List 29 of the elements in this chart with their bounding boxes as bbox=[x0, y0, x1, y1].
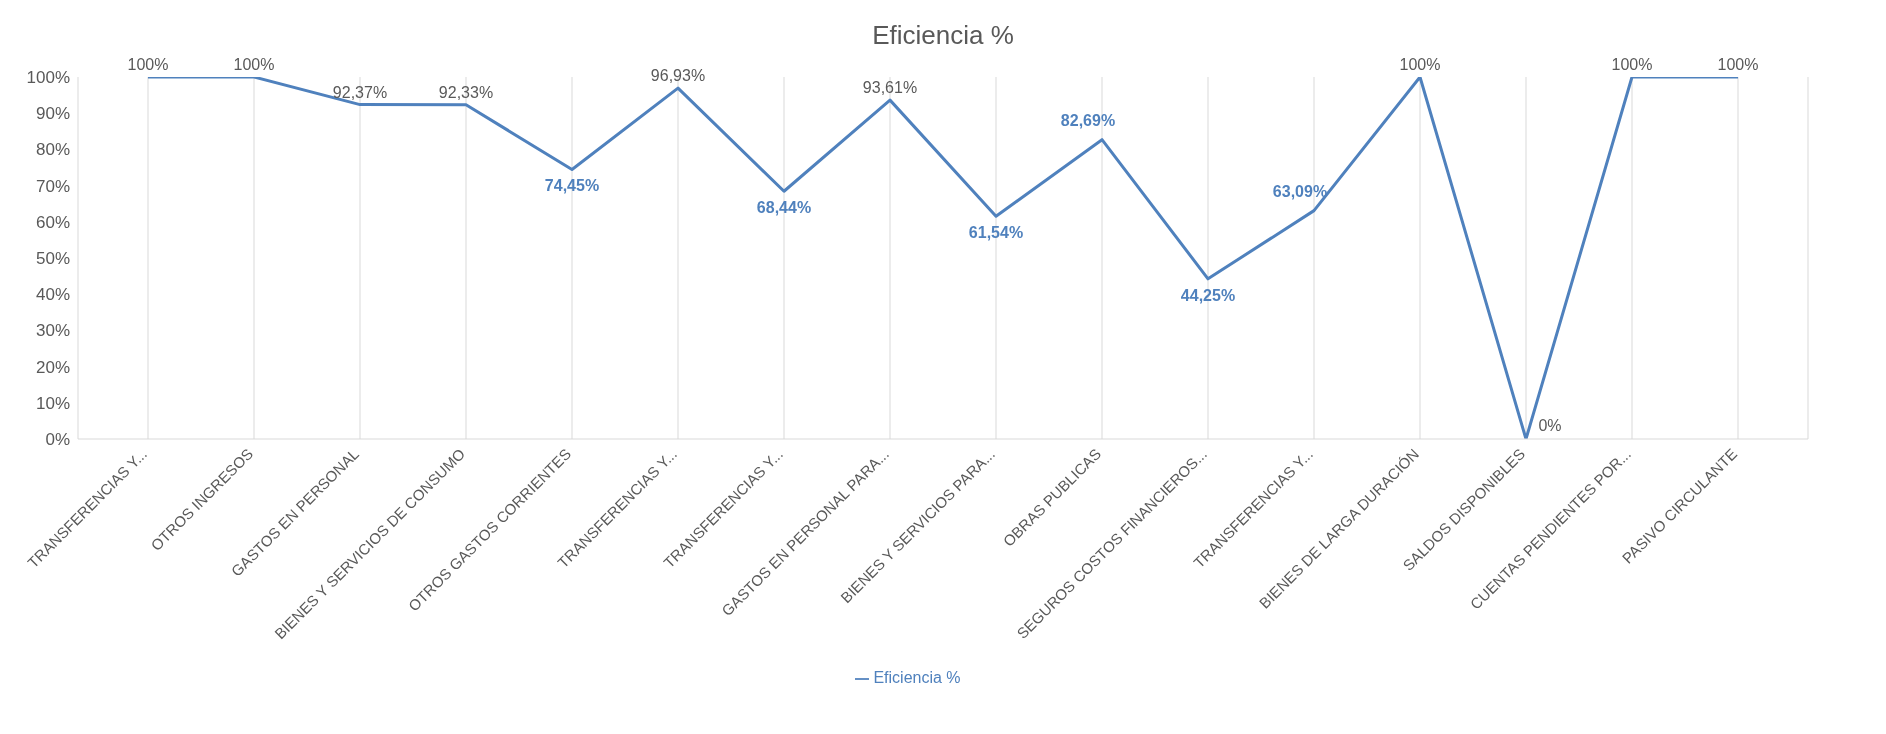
data-label: 100% bbox=[1399, 56, 1441, 73]
data-label: 100% bbox=[1717, 56, 1759, 73]
data-label: 100% bbox=[1611, 56, 1653, 73]
y-tick-label: 30% bbox=[35, 321, 70, 341]
y-tick-label: 90% bbox=[35, 104, 70, 124]
y-tick-label: 60% bbox=[35, 212, 70, 232]
data-label: 100% bbox=[233, 56, 275, 73]
y-tick-label: 80% bbox=[35, 140, 70, 160]
y-tick-label: 50% bbox=[35, 249, 70, 269]
y-tick-label: 100% bbox=[26, 68, 70, 88]
y-tick-label: 10% bbox=[35, 393, 70, 413]
data-label: 100% bbox=[127, 56, 169, 73]
chart-title: Eficiencia % bbox=[871, 20, 1015, 51]
y-tick-label: 0% bbox=[45, 430, 70, 450]
legend-label: Eficiencia % bbox=[873, 669, 961, 686]
y-tick-label: 70% bbox=[35, 176, 70, 196]
data-label: 92,37% bbox=[332, 83, 388, 101]
data-label: 44,25% bbox=[1180, 286, 1236, 304]
data-label: 92,33% bbox=[438, 83, 494, 101]
data-label: 74,45% bbox=[544, 177, 600, 195]
y-tick-label: 20% bbox=[35, 357, 70, 377]
data-label: 82,69% bbox=[1060, 111, 1116, 129]
y-tick-label: 40% bbox=[35, 285, 70, 305]
data-label: 0% bbox=[1538, 417, 1562, 434]
data-label: 96,93% bbox=[650, 67, 706, 85]
data-label: 63,09% bbox=[1272, 182, 1328, 200]
data-label: 93,61% bbox=[862, 79, 918, 97]
data-label: 68,44% bbox=[756, 199, 812, 217]
data-label: 61,54% bbox=[968, 224, 1024, 242]
